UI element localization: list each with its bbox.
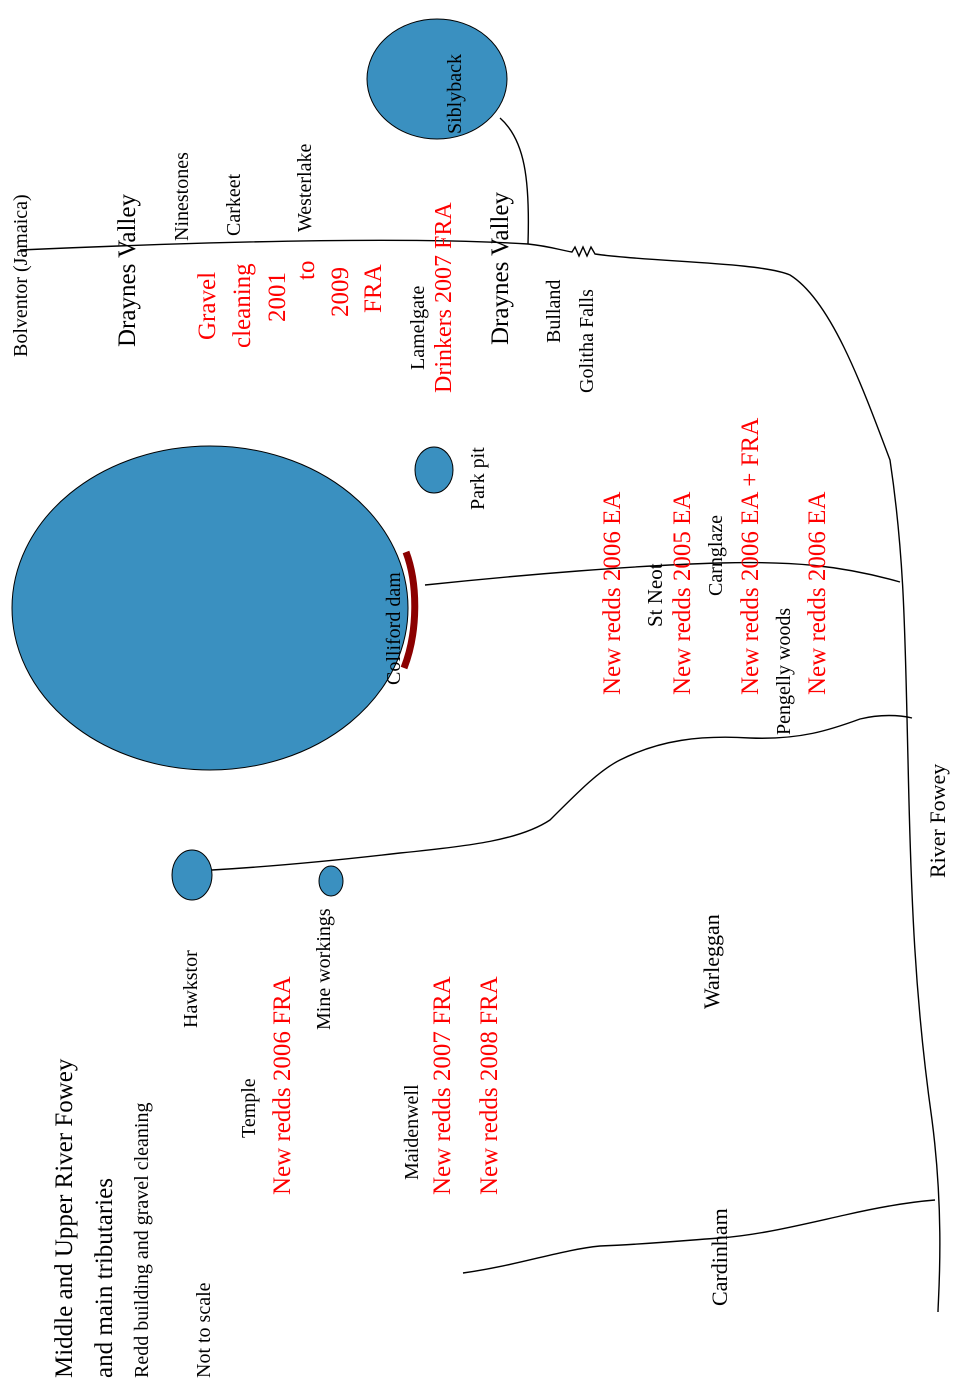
warleggan-stream-line [211,714,913,871]
gravel-cleaning-line-4: to [293,261,320,280]
map-subtitle: Redd building and gravel cleaning [131,1103,153,1378]
cardinham-stream-line [462,1199,936,1274]
draynes-valley-label-2: Draynes Valley [487,192,514,345]
maidenwell-redds-2008: New redds 2008 FRA [476,976,503,1195]
lamelgate-label: Lamelgate [407,285,429,370]
draynes-valley-label-1: Draynes Valley [114,194,141,347]
colliford-dam-wall [400,550,419,670]
pengelly-redds-2006: New redds 2006 EA [804,492,831,695]
river-fowey-label: River Fowey [925,764,950,878]
mine-workings-label: Mine workings [313,908,335,1030]
siblyback-stream-line [499,117,530,245]
maidenwell-redds-2007: New redds 2007 FRA [429,976,456,1195]
cardinham-label: Cardinham [707,1208,732,1306]
carkeet-label: Carkeet [223,173,245,236]
temple-label: Temple [238,1078,260,1138]
drinkers-annotation: Drinkers 2007 FRA [431,202,457,393]
carnglaze-redds-2006: New redds 2006 EA + FRA [737,418,764,695]
colliford-dam-label: Colliford dam [383,572,405,685]
golitha-falls-label: Golitha Falls [576,289,598,393]
park-pit-lake [414,446,454,494]
st-neot-label: St Neot [643,563,667,627]
westerlake-label: Westerlake [294,144,316,232]
bulland-label: Bulland [543,280,565,343]
map-title-line-1: Middle and Upper River Fowey [51,1058,78,1378]
gravel-cleaning-line-1: Gravel [194,272,221,340]
park-pit-label: Park pit [467,447,489,510]
hawkstor-label: Hawkstor [180,950,202,1028]
river-fowey-main-line [19,239,941,1313]
maidenwell-label: Maidenwell [401,1084,423,1180]
st-neot-stream-line [424,561,901,586]
st-neot-redds-2006: New redds 2006 EA [599,492,626,695]
colliford-lake [11,445,409,771]
carnglaze-label: Carnglaze [705,515,727,596]
gravel-cleaning-line-5: 2009 [327,267,354,317]
siblyback-label: Siblyback [444,54,466,134]
gravel-cleaning-line-3: 2001 [264,272,291,322]
warleggan-label: Warleggan [699,914,724,1009]
scale-note: Not to scale [193,1282,215,1378]
ninestones-label: Ninestones [171,152,193,241]
bolventor-label: Bolventor (Jamaica) [10,194,32,357]
hawkstor-lake [171,849,213,901]
gravel-cleaning-line-6: FRA [360,264,387,313]
map-title-line-2: and main tributaries [91,1178,118,1378]
mine-workings-lake [318,865,344,897]
st-neot-redds-2005: New redds 2005 EA [669,492,696,695]
gravel-cleaning-line-2: cleaning [229,263,256,348]
siblyback-lake [366,18,508,140]
pengelly-woods-label: Pengelly woods [773,608,795,735]
temple-redds-2006: New redds 2006 FRA [269,976,296,1195]
